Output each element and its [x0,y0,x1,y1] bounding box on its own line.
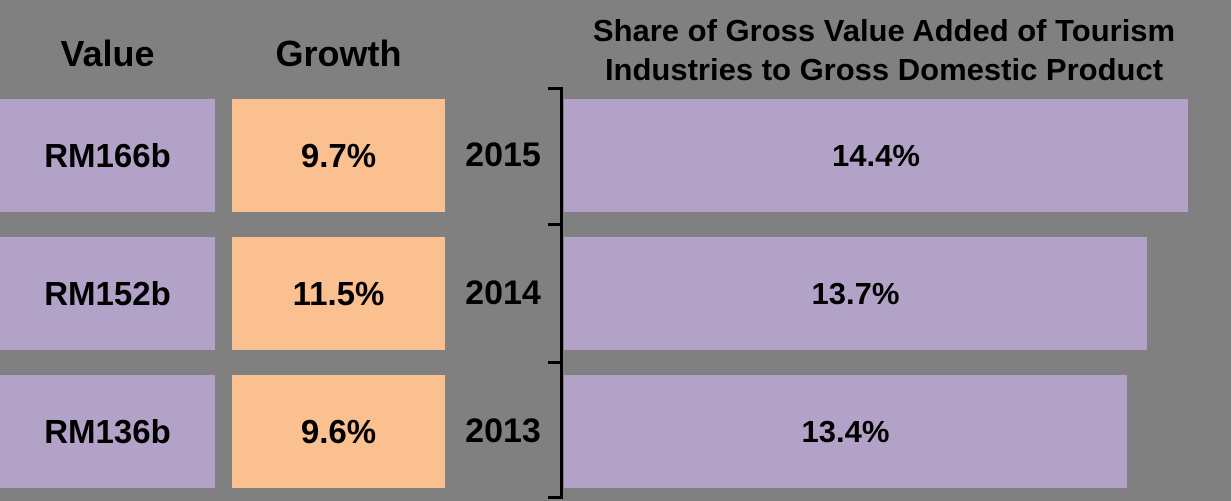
chart-title-line-1: Share of Gross Value Added of Tourism [592,13,1176,48]
axis-tick [548,223,563,226]
year-label: 2015 [465,136,541,174]
year-label: 2013 [465,412,541,450]
value-box: RM152b [0,237,215,350]
value-box: RM136b [0,375,215,488]
table-row: RM166b 9.7% 2015 14.4% [0,99,1231,212]
year-label: 2014 [465,274,541,312]
growth-column-header: Growth [275,33,402,74]
chart-title: Share of Gross Value Added of Tourism In… [552,11,1216,89]
share-bar: 13.7% [564,237,1147,350]
chart-title-line-2: Industries to Gross Domestic Product [604,52,1164,87]
axis-tick [548,87,563,90]
growth-box: 11.5% [232,237,445,350]
growth-box: 9.6% [232,375,445,488]
growth-box: 9.7% [232,99,445,212]
axis-tick [548,496,563,499]
value-column-header: Value [60,33,155,74]
axis-tick [548,361,563,364]
share-bar: 13.4% [564,375,1127,488]
y-axis-line [560,87,563,499]
table-row: RM152b 11.5% 2014 13.7% [0,237,1231,350]
value-box: RM166b [0,99,215,212]
table-row: RM136b 9.6% 2013 13.4% [0,375,1231,488]
share-bar: 14.4% [564,99,1188,212]
